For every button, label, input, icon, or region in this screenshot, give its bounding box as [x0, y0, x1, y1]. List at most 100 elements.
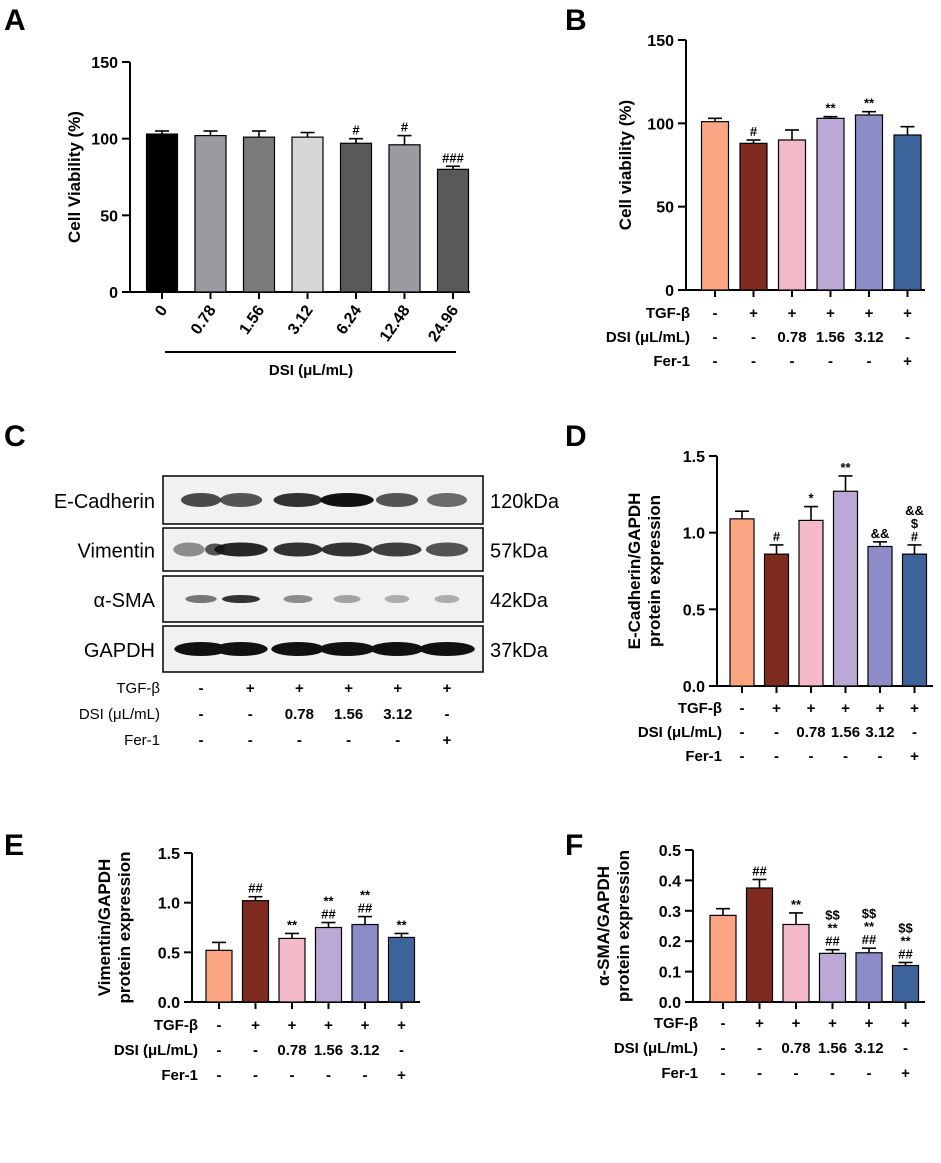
chart-d-significance-label: #: [773, 529, 781, 544]
condition-value: +: [772, 700, 781, 717]
chart-f-ylabel-line: α-SMA/GAPDH: [594, 866, 613, 986]
chart-a-xtick-label: 0.78: [188, 302, 220, 337]
chart-e-significance-label: **: [360, 888, 371, 903]
chart-b-ytick-label: 50: [656, 200, 674, 217]
condition-value: +: [246, 680, 255, 697]
chart-d-significance-label: $: [911, 516, 919, 531]
chart-d-significance-label: **: [840, 460, 851, 475]
chart-b-bar: [854, 114, 884, 291]
condition-value: +: [397, 1067, 406, 1084]
condition-value: -: [395, 732, 400, 749]
condition-value: +: [910, 700, 919, 717]
chart-e-bar: [351, 923, 379, 1003]
blot-band: [180, 493, 222, 507]
panel-letter-e: E: [4, 829, 24, 862]
chart-e-significance-label: ##: [321, 907, 336, 922]
condition-value: -: [248, 706, 253, 723]
chart-b-bar: [700, 121, 730, 291]
chart-d-ytick-label: 0.0: [683, 679, 705, 696]
condition-value: -: [757, 1040, 762, 1057]
condition-value: -: [757, 1065, 762, 1082]
chart-b-significance-label: **: [864, 96, 875, 111]
condition-value: +: [826, 305, 835, 322]
condition-value: -: [346, 732, 351, 749]
condition-value: 1.56: [818, 1040, 847, 1057]
condition-value: -: [445, 706, 450, 723]
chart-d-bar: [832, 490, 859, 687]
condition-value: -: [253, 1067, 258, 1084]
chart-d-bar: [729, 518, 755, 687]
chart-f-significance-label: $$: [862, 906, 877, 921]
condition-value: -: [721, 1065, 726, 1082]
chart-f-ytick-label: 0.3: [659, 904, 681, 921]
condition-value: -: [217, 1017, 222, 1034]
condition-value: -: [199, 706, 204, 723]
blot-band: [320, 493, 374, 507]
condition-value: -: [751, 353, 756, 370]
chart-a-significance-label: ###: [442, 150, 464, 165]
chart-a-ytick-label: 0: [109, 285, 118, 302]
condition-value: 1.56: [334, 706, 363, 723]
condition-label: TGF-β: [654, 1015, 698, 1032]
condition-value: -: [740, 700, 745, 717]
chart-f-ylabel-line: protein expression: [614, 850, 633, 1002]
condition-value: +: [903, 353, 912, 370]
condition-value: -: [713, 329, 718, 346]
condition-value: +: [910, 748, 919, 765]
chart-a-significance-label: #: [401, 120, 409, 135]
blot-band: [426, 493, 468, 507]
chart-d-bar: [798, 519, 824, 687]
chart-a-bar: [436, 168, 470, 293]
chart-e-ylabel-line: protein expression: [115, 851, 134, 1003]
condition-value: -: [751, 329, 756, 346]
condition-value: +: [295, 680, 304, 697]
condition-value: -: [774, 748, 779, 765]
chart-e-bar: [314, 926, 343, 1003]
condition-value: 1.56: [314, 1042, 343, 1059]
condition-value: -: [399, 1042, 404, 1059]
chart-a-xtick-label: 0: [152, 302, 171, 319]
chart-e-significance-label: **: [287, 917, 298, 932]
condition-label: DSI (μL/mL): [638, 724, 722, 741]
panel-letter-c: C: [4, 420, 26, 453]
chart-f-significance-label: $$: [898, 920, 913, 935]
condition-value: -: [903, 1040, 908, 1057]
condition-value: -: [905, 329, 910, 346]
condition-label: DSI (μL/mL): [79, 706, 160, 723]
condition-value: +: [841, 700, 850, 717]
condition-value: +: [344, 680, 353, 697]
blot-band: [273, 542, 323, 557]
condition-label: TGF-β: [154, 1017, 198, 1034]
condition-value: +: [901, 1065, 910, 1082]
condition-value: -: [790, 353, 795, 370]
chart-f-significance-label: **: [827, 921, 838, 936]
chart-a-bar: [145, 133, 179, 293]
condition-value: -: [774, 724, 779, 741]
chart-e-bar: [205, 949, 233, 1003]
blot-band: [271, 642, 325, 656]
chart-a-xtick-label: 12.48: [377, 302, 414, 345]
chart-a-bar: [388, 144, 421, 293]
chart-b-ytick-label: 150: [647, 33, 674, 50]
condition-value: 0.78: [777, 329, 806, 346]
condition-label: TGF-β: [678, 700, 722, 717]
chart-a-xtick-label: 3.12: [285, 302, 317, 337]
chart-b-bar: [739, 142, 768, 291]
blot-band: [222, 595, 260, 603]
condition-value: 1.56: [831, 724, 860, 741]
chart-e-significance-label: ##: [358, 901, 373, 916]
chart-a-xtick-label: 6.24: [333, 302, 365, 337]
condition-value: +: [788, 305, 797, 322]
blot-protein-label: α-SMA: [93, 590, 155, 612]
blot-protein-label: Vimentin: [78, 541, 155, 563]
condition-value: -: [253, 1042, 258, 1059]
chart-f-bar: [855, 952, 883, 1003]
condition-value: +: [828, 1015, 837, 1032]
condition-value: -: [867, 353, 872, 370]
chart-f-significance-label: **: [791, 897, 802, 912]
chart-b-ytick-label: 0: [665, 283, 674, 300]
chart-f-significance-label: **: [900, 933, 911, 948]
condition-label: Fer-1: [685, 748, 722, 765]
blot-size-label: 120kDa: [490, 491, 560, 513]
